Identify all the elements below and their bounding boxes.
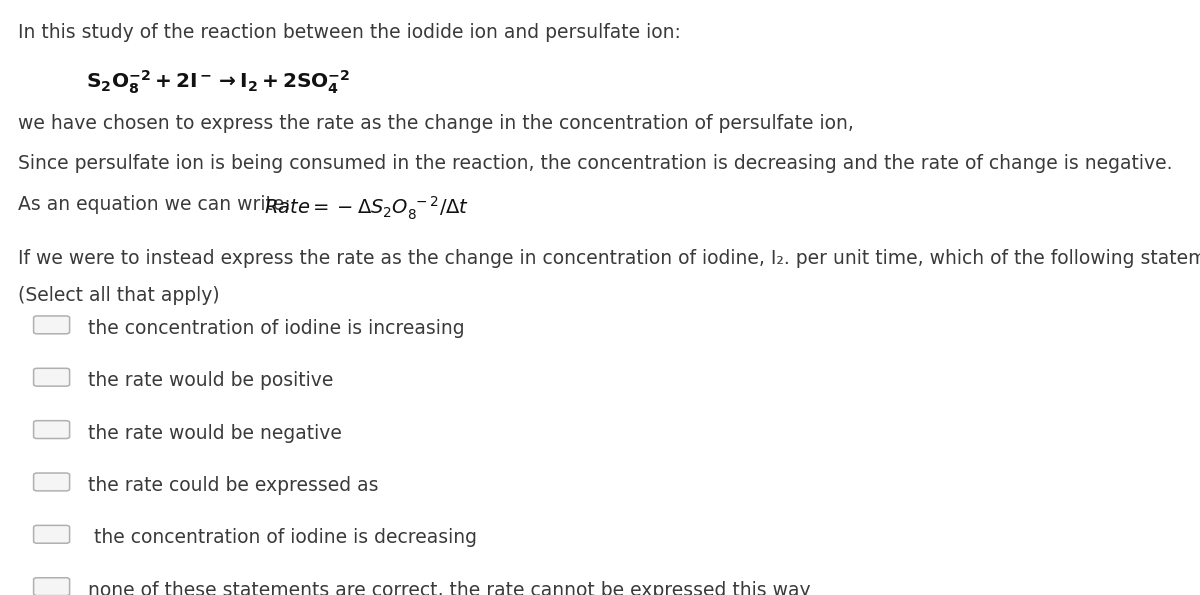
FancyBboxPatch shape — [34, 368, 70, 386]
Text: none of these statements are correct, the rate cannot be expressed this way: none of these statements are correct, th… — [88, 581, 810, 595]
Text: the concentration of iodine is increasing: the concentration of iodine is increasin… — [88, 319, 464, 338]
Text: (Select all that apply): (Select all that apply) — [18, 286, 220, 305]
Text: In this study of the reaction between the iodide ion and persulfate ion:: In this study of the reaction between th… — [18, 23, 680, 42]
FancyBboxPatch shape — [34, 316, 70, 334]
Text: As an equation we can write:: As an equation we can write: — [18, 195, 308, 214]
Text: Since persulfate ion is being consumed in the reaction, the concentration is dec: Since persulfate ion is being consumed i… — [18, 154, 1172, 173]
Text: the rate could be expressed as: the rate could be expressed as — [88, 476, 384, 495]
Text: If we were to instead express the rate as the change in concentration of iodine,: If we were to instead express the rate a… — [18, 249, 1200, 268]
Text: $\it{Rate} = -\Delta S_2O_8^{\ -2} / \Delta t$: $\it{Rate} = -\Delta S_2O_8^{\ -2} / \De… — [264, 195, 469, 222]
FancyBboxPatch shape — [34, 421, 70, 439]
Text: $\mathbf{S_2O_8^{-2} + 2I^- \rightarrow I_2 + 2SO_4^{-2}}$: $\mathbf{S_2O_8^{-2} + 2I^- \rightarrow … — [86, 69, 350, 96]
Text: the rate would be negative: the rate would be negative — [88, 424, 342, 443]
Text: the concentration of iodine is decreasing: the concentration of iodine is decreasin… — [88, 528, 476, 547]
Text: the rate would be positive: the rate would be positive — [88, 371, 332, 390]
Text: we have chosen to express the rate as the change in the concentration of persulf: we have chosen to express the rate as th… — [18, 114, 860, 133]
FancyBboxPatch shape — [34, 473, 70, 491]
FancyBboxPatch shape — [34, 525, 70, 543]
FancyBboxPatch shape — [34, 578, 70, 595]
